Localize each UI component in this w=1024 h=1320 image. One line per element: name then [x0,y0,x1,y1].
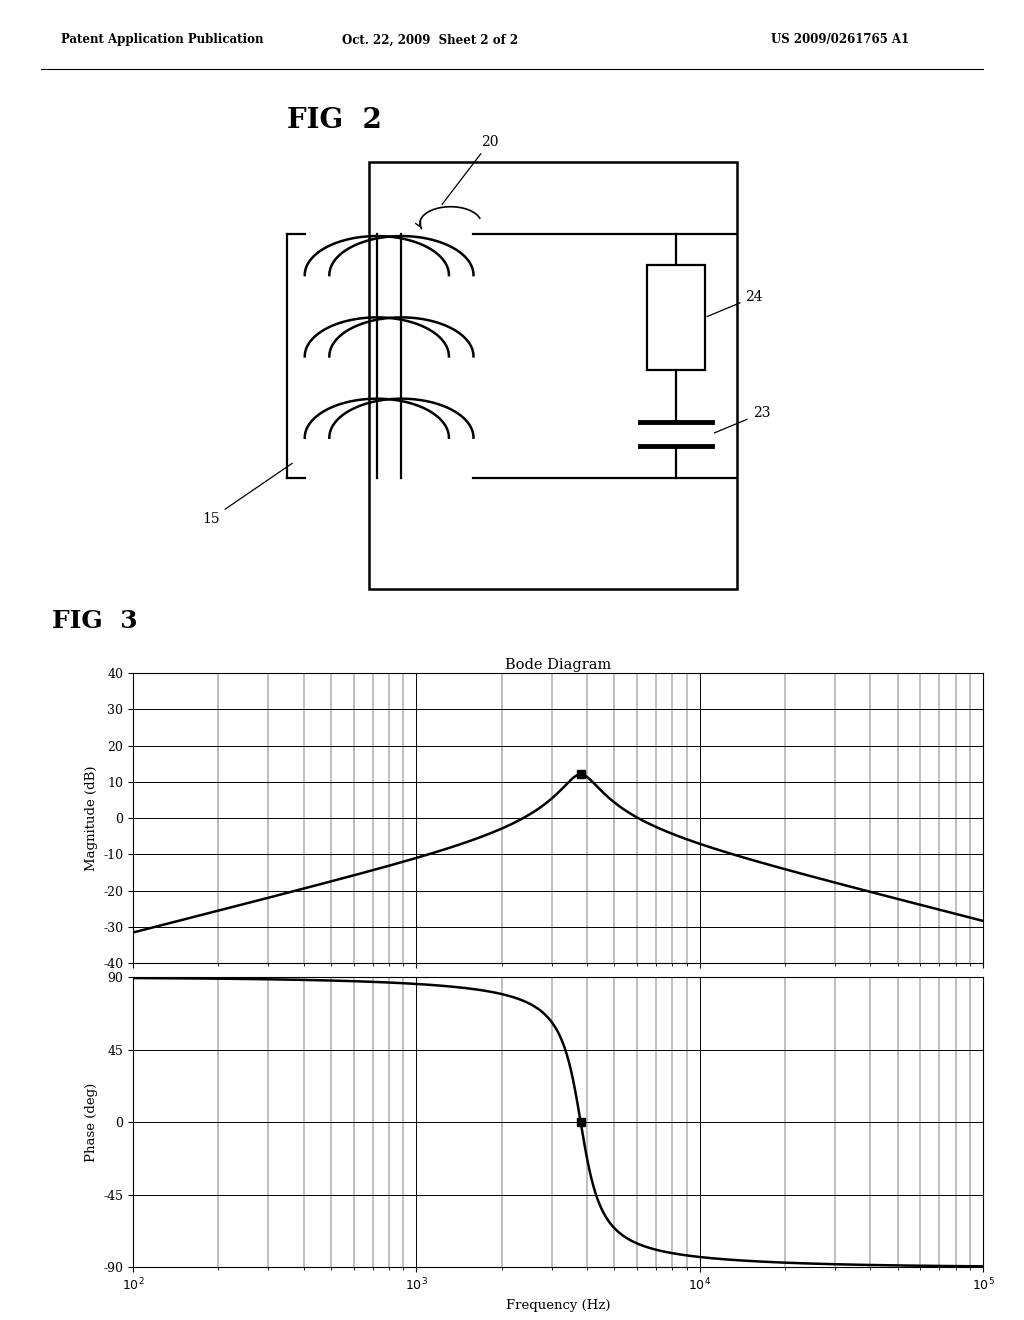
Text: US 2009/0261765 A1: US 2009/0261765 A1 [771,33,908,46]
Text: FIG  3: FIG 3 [52,610,138,634]
Y-axis label: Phase (deg): Phase (deg) [85,1082,98,1162]
X-axis label: Frequency (Hz): Frequency (Hz) [506,1299,610,1312]
Text: 20: 20 [442,135,499,205]
Bar [647,265,705,370]
Text: FIG  2: FIG 2 [287,107,382,133]
Text: 23: 23 [715,407,770,433]
Y-axis label: Magnitude (dB): Magnitude (dB) [85,766,97,871]
Bar [369,162,737,589]
Text: 15: 15 [203,463,292,525]
Text: Patent Application Publication: Patent Application Publication [61,33,264,46]
Text: Oct. 22, 2009  Sheet 2 of 2: Oct. 22, 2009 Sheet 2 of 2 [342,33,518,46]
Text: 24: 24 [708,290,763,317]
Title: Bode Diagram: Bode Diagram [505,659,611,672]
